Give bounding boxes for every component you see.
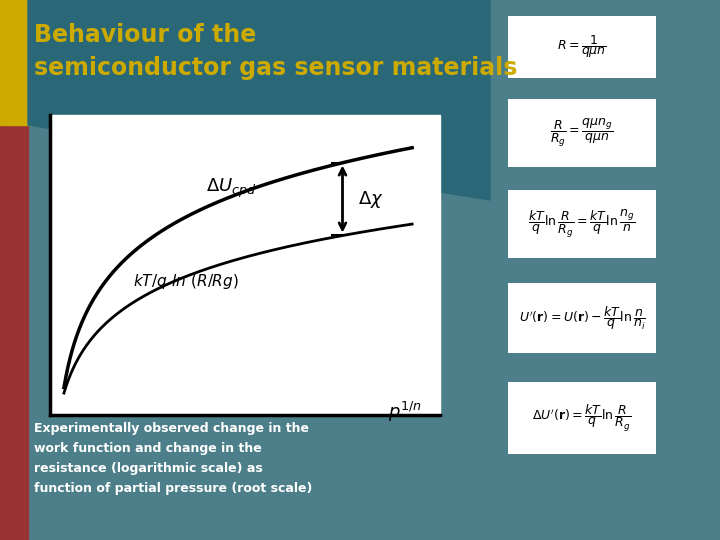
Text: $\Delta\chi$: $\Delta\chi$ [358,188,384,210]
Text: $p^{1/n}$: $p^{1/n}$ [388,400,422,424]
Text: resistance (logarithmic scale) as: resistance (logarithmic scale) as [34,462,263,475]
Text: work function and change in the: work function and change in the [34,442,262,455]
Bar [508,382,656,454]
Text: semiconductor gas sensor materials: semiconductor gas sensor materials [34,56,518,80]
Bar [0,0,28,540]
Text: $\Delta U'(\mathbf{r}) = \dfrac{kT}{q}\ln\dfrac{R}{R_g}$: $\Delta U'(\mathbf{r}) = \dfrac{kT}{q}\l… [533,402,631,434]
Text: $\dfrac{kT}{q}\ln\dfrac{R}{R_g} = \dfrac{kT}{q}\ln\dfrac{n_g}{n}$: $\dfrac{kT}{q}\ln\dfrac{R}{R_g} = \dfrac… [528,208,636,240]
Text: function of partial pressure (root scale): function of partial pressure (root scale… [34,482,312,495]
Bar [0,0,240,125]
Bar [508,190,656,258]
Text: $kT/q$ $\it{ln}$ $(R/Rg)$: $kT/q$ $\it{ln}$ $(R/Rg)$ [133,272,239,291]
Text: $\dfrac{R}{R_g} = \dfrac{q\mu n_g}{q\mu n}$: $\dfrac{R}{R_g} = \dfrac{q\mu n_g}{q\mu … [550,117,613,149]
Bar [508,99,656,167]
Text: $U'(\mathbf{r}) = U(\mathbf{r}) - \dfrac{kT}{q}\ln\dfrac{n}{n_i}$: $U'(\mathbf{r}) = U(\mathbf{r}) - \dfrac… [518,304,646,332]
Polygon shape [28,0,490,200]
Text: Behaviour of the: Behaviour of the [34,23,256,47]
Text: $R = \dfrac{1}{q\mu n}$: $R = \dfrac{1}{q\mu n}$ [557,33,607,60]
Bar [508,283,656,353]
Bar [508,16,656,78]
Bar [50,115,440,415]
Text: Experimentally observed change in the: Experimentally observed change in the [34,422,309,435]
Text: $\Delta U_{cpd}$: $\Delta U_{cpd}$ [206,177,256,200]
